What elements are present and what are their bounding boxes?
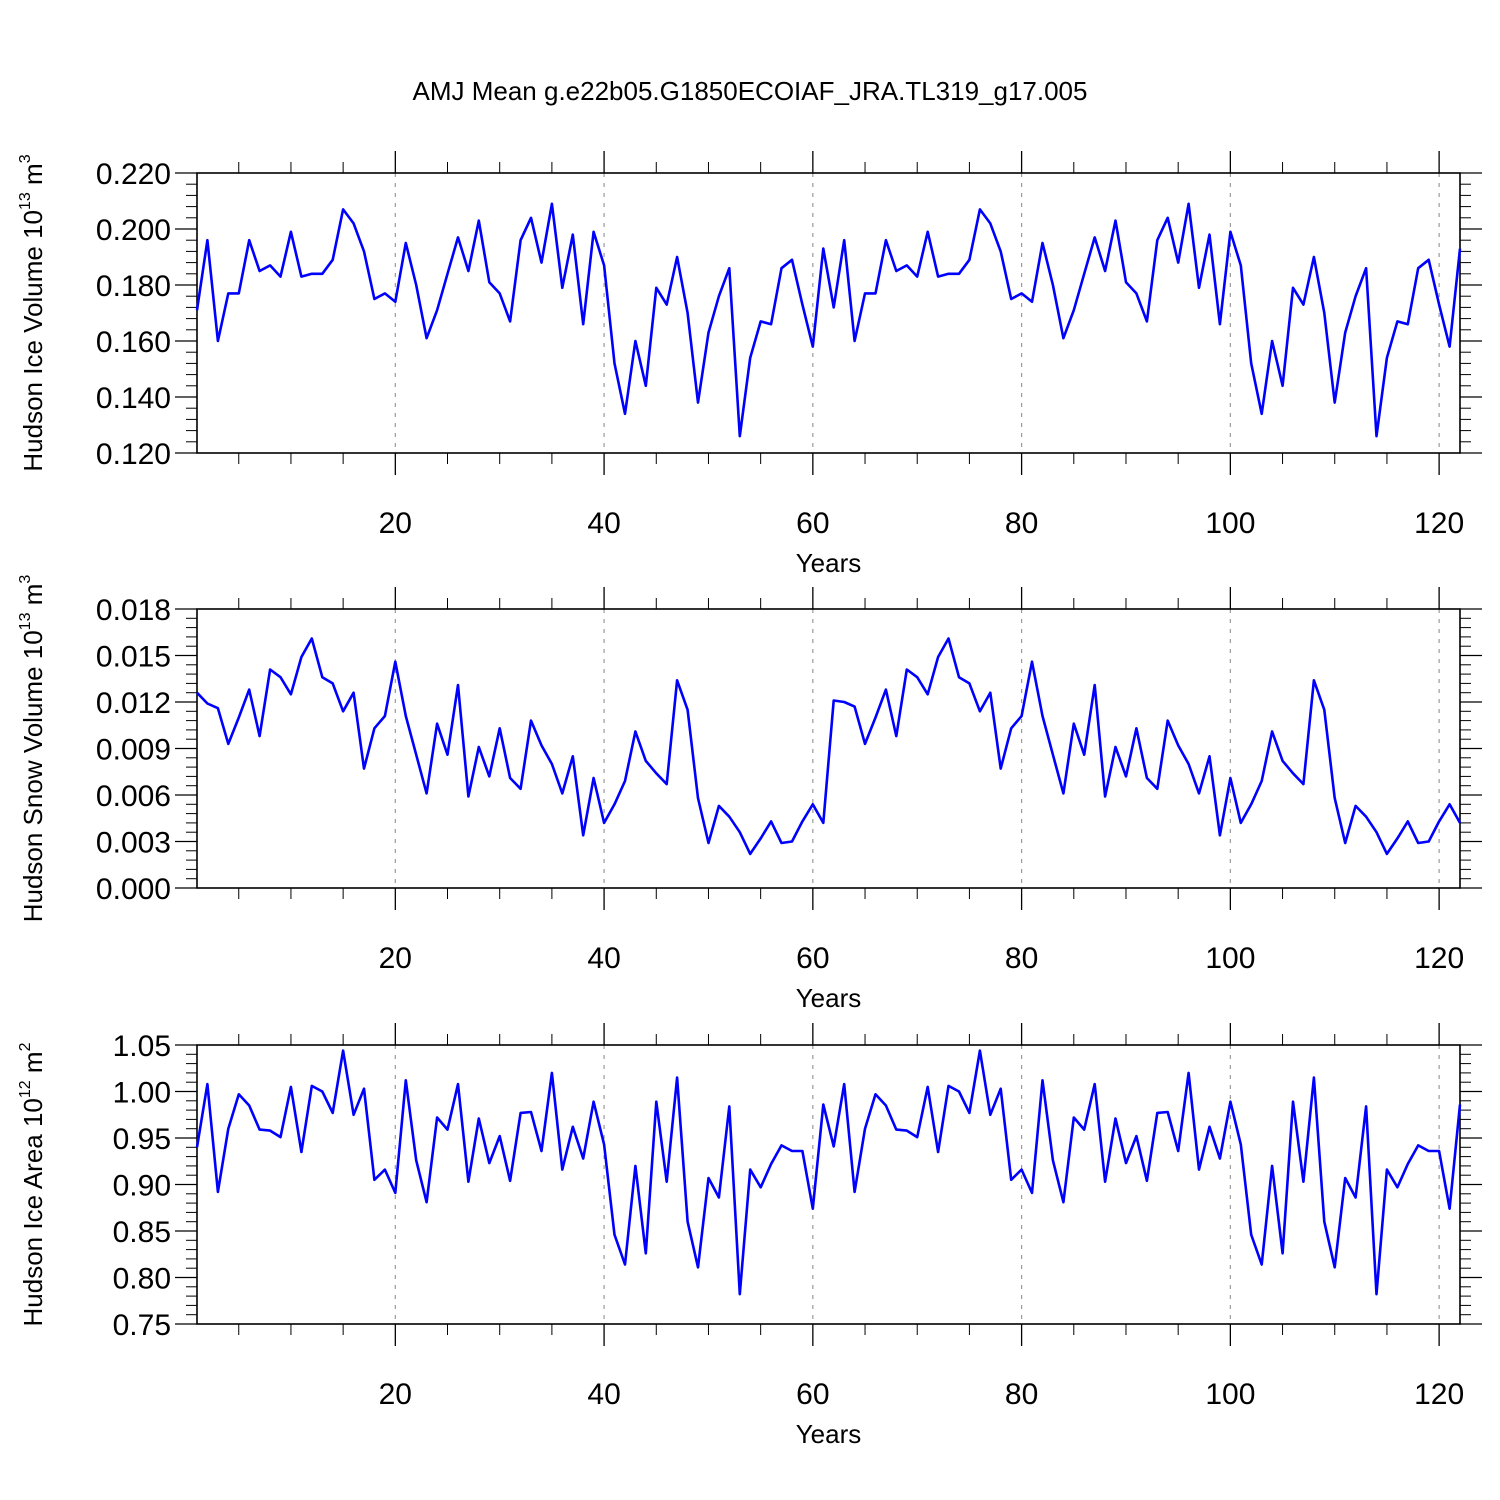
y-tick-label: 1.05 xyxy=(113,1030,171,1063)
y-tick-label: 0.012 xyxy=(96,687,171,720)
y-tick-label: 0.85 xyxy=(113,1216,171,1249)
y-tick-label: 0.180 xyxy=(96,270,171,303)
x-tick-label: 80 xyxy=(1005,1378,1038,1411)
series-line-ice-area xyxy=(195,1049,1462,1296)
x-tick-label: 100 xyxy=(1205,942,1255,975)
x-tick-label: 60 xyxy=(796,942,829,975)
y-tick-label: 0.160 xyxy=(96,326,171,359)
x-axis-label: Years xyxy=(796,1419,862,1449)
x-tick-label: 80 xyxy=(1005,507,1038,540)
y-tick-label: 0.003 xyxy=(96,827,171,860)
x-tick-label: 120 xyxy=(1414,507,1464,540)
series-line-ice-volume xyxy=(195,202,1462,438)
y-axis-label: Hudson Snow Volume 1013 m3 xyxy=(17,575,48,923)
x-tick-label: 20 xyxy=(379,507,412,540)
y-tick-label: 1.00 xyxy=(113,1077,171,1110)
x-tick-label: 120 xyxy=(1414,942,1464,975)
y-tick-label: 0.220 xyxy=(96,158,171,191)
y-tick-label: 0.009 xyxy=(96,734,171,767)
plot-frame xyxy=(196,1044,1461,1325)
figure-title: AMJ Mean g.e22b05.G1850ECOIAF_JRA.TL319_… xyxy=(413,76,1088,106)
x-tick-label: 120 xyxy=(1414,1378,1464,1411)
x-tick-label: 60 xyxy=(796,1378,829,1411)
y-tick-label: 0.80 xyxy=(113,1263,171,1296)
x-tick-label: 20 xyxy=(379,942,412,975)
panel-1: 0.120 0.140 0.160 0.180 0.200 0.220 20 40 60 80 10… xyxy=(17,151,1482,578)
plot-frame xyxy=(196,172,1461,454)
x-tick-label: 40 xyxy=(587,507,620,540)
x-tick-label: 100 xyxy=(1205,507,1255,540)
panels: 0.120 0.140 0.160 0.180 0.200 0.220 20 40 60 80 10… xyxy=(17,151,1482,1449)
x-tick-label: 60 xyxy=(796,507,829,540)
y-tick-label: 0.015 xyxy=(96,641,171,674)
y-tick-label: 0.140 xyxy=(96,382,171,415)
x-axis-label: Years xyxy=(796,983,862,1013)
y-tick-label: 0.120 xyxy=(96,438,171,471)
y-tick-label: 0.000 xyxy=(96,873,171,906)
y-tick-label: 0.018 xyxy=(96,594,171,627)
panel-3: 0.75 0.80 0.85 0.90 0.95 1.00 1.05 20 40 60 80 100 1… xyxy=(17,1023,1482,1449)
x-tick-label: 20 xyxy=(379,1378,412,1411)
y-axis-label: Hudson Ice Volume 1013 m3 xyxy=(17,154,48,471)
x-tick-label: 100 xyxy=(1205,1378,1255,1411)
x-axis-label: Years xyxy=(796,548,862,578)
y-tick-label: 0.90 xyxy=(113,1170,171,1203)
series-line-snow-volume xyxy=(196,637,1462,856)
y-tick-label: 0.75 xyxy=(113,1309,171,1342)
x-tick-label: 80 xyxy=(1005,942,1038,975)
x-tick-label: 40 xyxy=(587,942,620,975)
x-tick-label: 40 xyxy=(587,1378,620,1411)
plot-frame xyxy=(196,608,1461,889)
y-axis-label: Hudson Ice Area 1012 m2 xyxy=(17,1042,48,1326)
y-tick-label: 0.95 xyxy=(113,1123,171,1156)
y-tick-label: 0.006 xyxy=(96,780,171,813)
panel-2: 0.000 0.003 0.006 0.009 0.012 0.015 0.018 20 40 6… xyxy=(17,575,1482,1013)
y-tick-label: 0.200 xyxy=(96,214,171,247)
